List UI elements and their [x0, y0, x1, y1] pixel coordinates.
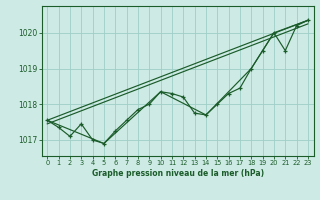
X-axis label: Graphe pression niveau de la mer (hPa): Graphe pression niveau de la mer (hPa) [92, 169, 264, 178]
